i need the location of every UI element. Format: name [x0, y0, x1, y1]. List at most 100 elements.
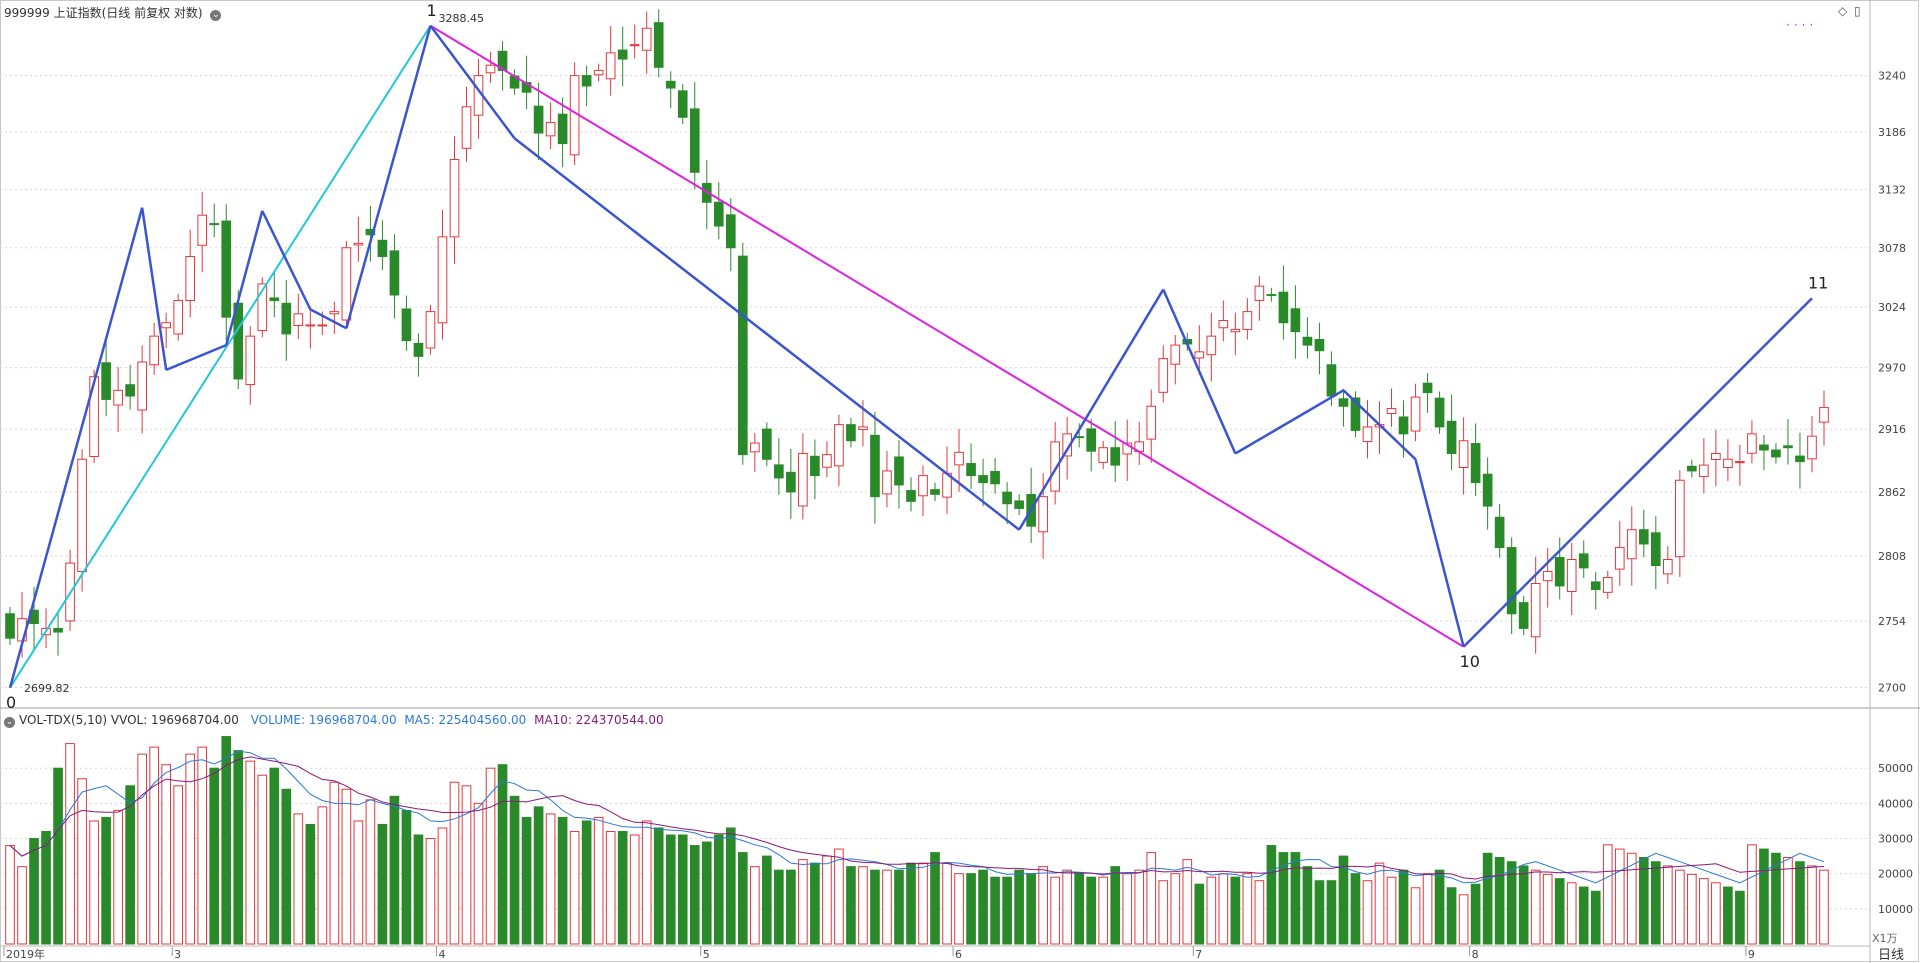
volume-bar: [1494, 857, 1505, 945]
wave-line-blue: [8, 207, 144, 689]
volume-bar: [966, 873, 976, 945]
volume-bar: [437, 827, 448, 945]
high-value-label: 3288.45: [438, 12, 484, 25]
volume-bar: [353, 820, 364, 945]
volume-bar: [1410, 887, 1421, 945]
wave-line-blue: [1018, 288, 1165, 531]
volume-bar: [701, 841, 712, 945]
volume-bar: [786, 869, 796, 945]
volume-bar: [545, 813, 556, 945]
volume-tick-label: 30000: [1878, 833, 1913, 846]
volume-bar: [1230, 876, 1241, 945]
volume-bar: [401, 809, 412, 945]
candle-body: [1050, 441, 1060, 492]
candle-body: [1338, 398, 1349, 407]
volume-bar: [209, 767, 220, 945]
candle-body: [930, 489, 940, 495]
wave-line-blue: [225, 210, 264, 346]
volume-bar: [1566, 882, 1577, 945]
price-tick-label: 3078: [1878, 242, 1906, 255]
diamond-icon[interactable]: ◇: [1838, 4, 1848, 18]
candle-body: [317, 324, 328, 327]
volume-bar: [677, 834, 688, 945]
candle-body: [762, 428, 772, 460]
candle-body: [413, 342, 424, 357]
volume-bar: [89, 820, 99, 945]
candle-body: [1566, 558, 1577, 593]
volume-bar: [1699, 878, 1709, 945]
wave-line-blue: [1342, 389, 1417, 461]
volume-bar: [834, 848, 844, 945]
candle-body: [834, 424, 844, 467]
price-tick-label: 2916: [1878, 423, 1906, 436]
volume-bar: [197, 746, 208, 945]
volume-bar: [245, 760, 256, 945]
candle-body: [605, 52, 616, 80]
volume-bar: [1098, 876, 1109, 945]
candle-body: [1506, 547, 1517, 615]
candle-body: [954, 451, 964, 466]
candle-body: [1470, 443, 1481, 484]
volume-ma5-line: [9, 750, 1825, 884]
window-toggle-icon[interactable]: ▯: [1854, 4, 1861, 18]
candle-body: [593, 69, 604, 76]
volume-bar: [485, 767, 496, 945]
ma5-value: MA5: 225404560.00: [404, 713, 527, 727]
volume-bar: [774, 869, 784, 945]
volume-bar: [749, 866, 760, 945]
candle-body: [581, 75, 592, 87]
candle-body: [281, 302, 292, 335]
candle-body: [1530, 583, 1541, 638]
candle-body: [1795, 455, 1805, 463]
candle-body: [1302, 336, 1313, 346]
volume-tick-label: 50000: [1878, 762, 1913, 775]
candle-body: [1350, 397, 1361, 431]
candle-body: [1518, 602, 1529, 629]
candle-body: [1110, 447, 1121, 466]
volume-bar: [221, 736, 232, 945]
volume-bar: [257, 774, 268, 945]
candle-body: [1723, 458, 1733, 469]
candle-body: [1494, 516, 1505, 549]
price-tick-label: 3186: [1878, 126, 1906, 139]
volume-bar: [365, 799, 376, 945]
price-tick-label: 2754: [1878, 615, 1906, 628]
candle-body: [1062, 433, 1072, 457]
volume-bar: [1771, 852, 1781, 945]
candle-body: [329, 311, 340, 315]
candle-body: [966, 463, 976, 477]
candle-body: [749, 442, 760, 453]
wave-line-blue: [1462, 297, 1813, 648]
price-tick-label: 3132: [1878, 183, 1906, 196]
candle-body: [798, 452, 808, 507]
period-label[interactable]: 日线: [1878, 948, 1905, 963]
volume-bar: [125, 785, 135, 945]
candle-body: [918, 475, 928, 497]
settings-icon[interactable]: ⌄: [210, 10, 222, 21]
candle-body: [1170, 344, 1181, 365]
volume-bar: [149, 746, 159, 945]
candle-body: [774, 464, 784, 479]
volume-bar: [1038, 866, 1048, 945]
candle-body: [1290, 308, 1301, 333]
month-label: 7: [1195, 948, 1202, 961]
month-label: 8: [1472, 948, 1479, 961]
volume-bar: [1254, 880, 1265, 945]
candle-body: [1482, 473, 1493, 507]
candle-body: [1602, 576, 1613, 593]
candle-body: [1819, 406, 1829, 423]
chart-title-text: 999999 上证指数(日线 前复权 对数): [4, 6, 203, 20]
volume-bar: [413, 834, 424, 945]
volume-bar: [1122, 873, 1133, 945]
wave-line-blue: [261, 210, 312, 310]
volume-bar: [1590, 890, 1601, 945]
wave-line-blue: [309, 308, 347, 330]
candle-body: [137, 361, 147, 411]
volume-settings-icon[interactable]: ⌄: [4, 717, 15, 728]
candle-body: [461, 106, 472, 149]
candle-body: [1747, 433, 1757, 454]
candle-body: [5, 613, 15, 639]
month-label: 2019年: [6, 947, 45, 961]
volume-bar: [17, 866, 27, 945]
candle-body: [737, 255, 748, 456]
